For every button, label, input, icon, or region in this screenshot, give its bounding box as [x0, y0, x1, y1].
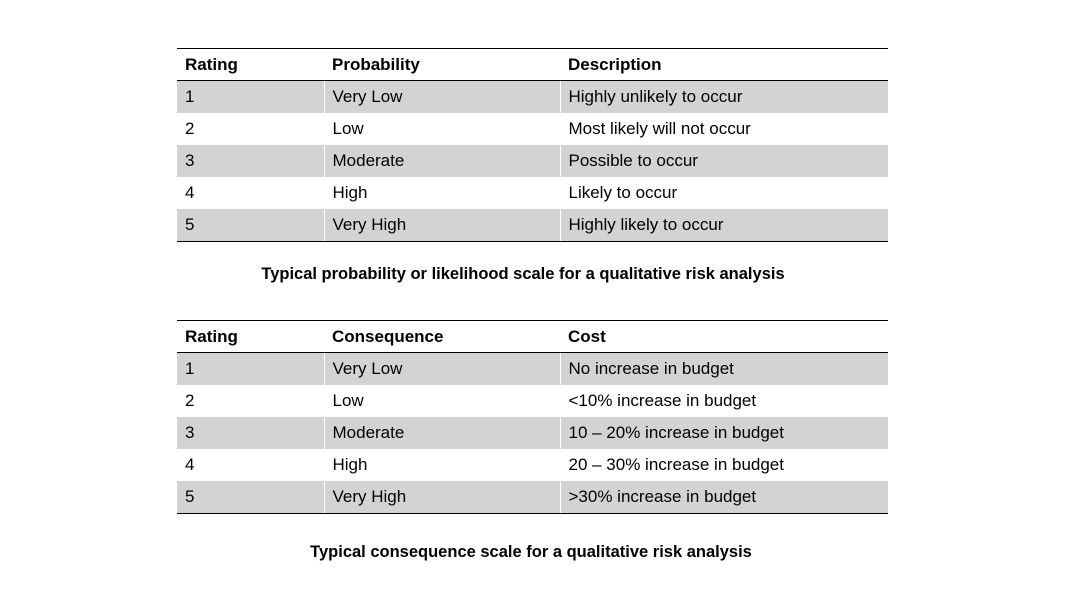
description-cell: Most likely will not occur — [559, 113, 888, 145]
description-cell: Likely to occur — [559, 177, 888, 209]
table-row: 5 Very High >30% increase in budget — [177, 481, 888, 514]
table-row: 4 High Likely to occur — [177, 177, 888, 209]
probability-cell: Low — [323, 113, 560, 145]
rating-cell: 3 — [177, 145, 324, 177]
table-row: 2 Low Most likely will not occur — [177, 113, 888, 145]
consequence-table: Rating Consequence Cost 1 Very Low No in… — [177, 320, 888, 514]
cost-cell: 10 – 20% increase in budget — [559, 417, 888, 449]
column-header-rating: Rating — [177, 48, 324, 81]
table-row: 5 Very High Highly likely to occur — [177, 209, 888, 242]
cost-cell: >30% increase in budget — [559, 481, 888, 514]
description-cell: Possible to occur — [559, 145, 888, 177]
cost-cell: No increase in budget — [559, 352, 888, 385]
cost-cell: 20 – 30% increase in budget — [559, 449, 888, 481]
consequence-cell: Very High — [323, 481, 560, 514]
consequence-cell: Moderate — [323, 417, 560, 449]
rating-cell: 3 — [177, 417, 324, 449]
rating-cell: 1 — [177, 80, 324, 113]
consequence-table-caption: Typical consequence scale for a qualitat… — [310, 543, 752, 561]
column-header-consequence: Consequence — [324, 320, 560, 353]
consequence-cell: Low — [323, 385, 560, 417]
table-row: 3 Moderate 10 – 20% increase in budget — [177, 417, 888, 449]
column-header-probability: Probability — [324, 48, 560, 81]
probability-cell: Very High — [323, 209, 560, 242]
probability-cell: Very Low — [323, 80, 560, 113]
table-row: 3 Moderate Possible to occur — [177, 145, 888, 177]
probability-cell: Moderate — [323, 145, 560, 177]
rating-cell: 5 — [177, 481, 324, 514]
table-header-row: Rating Consequence Cost — [177, 320, 888, 353]
table-row: 1 Very Low Highly unlikely to occur — [177, 80, 888, 113]
probability-table-caption: Typical probability or likelihood scale … — [261, 265, 785, 283]
table-row: 2 Low <10% increase in budget — [177, 385, 888, 417]
rating-cell: 2 — [185, 119, 195, 138]
table-header-row: Rating Probability Description — [177, 48, 888, 81]
probability-cell: High — [323, 177, 560, 209]
rating-cell: 4 — [185, 455, 195, 474]
consequence-cell: High — [323, 449, 560, 481]
description-cell: Highly likely to occur — [559, 209, 888, 242]
rating-cell: 1 — [177, 352, 324, 385]
cost-cell: <10% increase in budget — [559, 385, 888, 417]
column-header-cost: Cost — [560, 320, 888, 353]
consequence-cell: Very Low — [323, 352, 560, 385]
rating-cell: 5 — [177, 209, 324, 242]
table-row: 1 Very Low No increase in budget — [177, 352, 888, 385]
rating-cell: 2 — [185, 391, 195, 410]
column-header-description: Description — [560, 48, 888, 81]
rating-cell: 4 — [185, 183, 195, 202]
description-cell: Highly unlikely to occur — [559, 80, 888, 113]
probability-table: Rating Probability Description 1 Very Lo… — [177, 48, 888, 242]
table-row: 4 High 20 – 30% increase in budget — [177, 449, 888, 481]
column-header-rating: Rating — [177, 320, 324, 353]
